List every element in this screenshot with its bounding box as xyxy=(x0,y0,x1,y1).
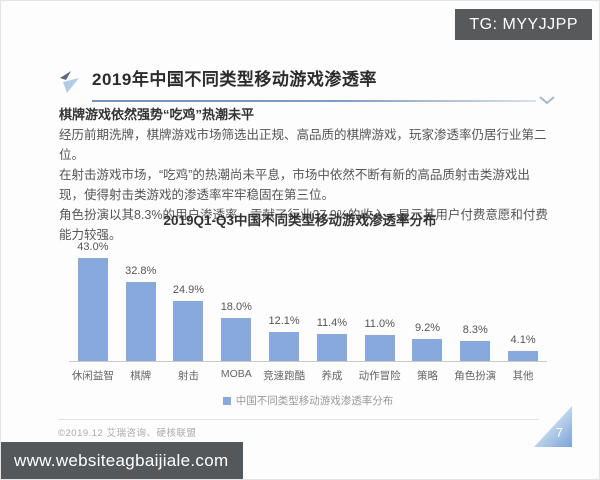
bar xyxy=(460,341,491,361)
bar-slot: 43.0% xyxy=(69,241,117,361)
chart-title: 2019Q1-Q3中国不同类型移动游戏渗透率分布 xyxy=(163,213,437,228)
x-axis-label: 动作冒险 xyxy=(358,370,401,382)
chevron-down-icon xyxy=(539,96,555,105)
bar xyxy=(173,301,204,361)
x-axis-label: 棋牌 xyxy=(130,370,152,382)
x-axis-line xyxy=(69,361,547,362)
bar-slot: 18.0% xyxy=(212,301,260,361)
x-axis-labels: 休闲益智 棋牌 射击 MOBA 竞速跑酷 养成 动作冒险 策略 角色扮演 其他 xyxy=(69,368,547,383)
page-number-triangle: 7 xyxy=(534,406,572,447)
page-header: 2019年中国不同类型移动游戏渗透率 xyxy=(57,65,555,105)
bar-value-label: 11.4% xyxy=(316,316,348,329)
website-watermark-bar: www.websiteagbaijiale.com xyxy=(1,442,243,479)
bar-slot: 9.2% xyxy=(404,322,452,361)
bar xyxy=(316,333,347,361)
bar-plot: 43.0% 32.8% 24.9% 18.0% 12.1% 11.4% 11.0% 9.2% 8… xyxy=(69,235,547,361)
x-axis-label: 休闲益智 xyxy=(71,370,114,382)
x-axis-label: 其他 xyxy=(512,370,534,382)
summary-paragraph: 角色扮演以其8.3%的用户渗透率，贡献了行业37.9%的收入，显示其用户付费意愿… xyxy=(59,208,548,242)
bar xyxy=(412,338,443,361)
bar-value-label: 32.8% xyxy=(125,265,157,278)
bar-slot: 11.0% xyxy=(356,318,404,361)
bar xyxy=(125,282,156,361)
bar-chart: 43.0% 32.8% 24.9% 18.0% 12.1% 11.4% 11.0% 9.2% 8… xyxy=(69,235,547,408)
footer-divider xyxy=(58,419,539,420)
bar-slot: 32.8% xyxy=(117,265,165,361)
x-axis-label: 策略 xyxy=(416,370,438,382)
summary-paragraphs: 经历前期洗牌，棋牌游戏市场筛选出正规、高品质的棋牌游戏，玩家渗透率仍居行业第二位… xyxy=(59,125,553,245)
bar-slot: 24.9% xyxy=(165,284,213,361)
bar-slot: 12.1% xyxy=(260,315,308,361)
x-axis-label: 射击 xyxy=(177,370,199,382)
x-axis-label: 角色扮演 xyxy=(454,370,497,382)
legend-label: 中国不同类型移动游戏渗透率分布 xyxy=(235,395,394,407)
bar-slot: 11.4% xyxy=(308,317,356,361)
bar-value-label: 4.1% xyxy=(510,334,536,347)
bar xyxy=(221,317,252,361)
chart-legend: 中国不同类型移动游戏渗透率分布 xyxy=(69,393,547,408)
bar-value-label: 12.1% xyxy=(268,315,300,328)
x-axis-label: MOBA xyxy=(220,368,252,380)
bar xyxy=(77,258,108,361)
x-axis-label: 竞速跑酷 xyxy=(263,370,306,382)
bar-slot: 8.3% xyxy=(451,324,499,361)
summary-paragraph: 在射击游戏市场，“吃鸡”的热潮尚未平息，市场中依然不断有新的高品质射击类游戏出现… xyxy=(59,168,530,202)
source-note: ©2019.12 艾瑞咨询、硬核联盟 xyxy=(58,428,197,439)
bar xyxy=(364,334,395,361)
bar-slot: 4.1% xyxy=(499,334,547,361)
bar-value-label: 8.3% xyxy=(462,324,488,337)
summary-paragraph: 经历前期洗牌，棋牌游戏市场筛选出正规、高品质的棋牌游戏，玩家渗透率仍居行业第二位… xyxy=(59,128,547,162)
bar-value-label: 11.0% xyxy=(364,317,395,330)
bar-value-label: 18.0% xyxy=(220,300,252,313)
page-title: 2019年中国不同类型移动游戏渗透率 xyxy=(92,70,377,89)
bar xyxy=(508,351,539,361)
bar-value-label: 43.0% xyxy=(77,241,109,253)
bar xyxy=(269,332,300,361)
title-decoration-icon xyxy=(60,71,79,93)
title-underline xyxy=(92,96,555,105)
legend-marker-square xyxy=(222,397,231,405)
telegram-watermark-badge: TG: MYYJJPP xyxy=(455,9,592,40)
website-url: www.websiteagbaijiale.com xyxy=(14,450,229,470)
bar-value-label: 9.2% xyxy=(414,321,441,334)
page-number: 7 xyxy=(555,425,563,440)
summary-heading: 棋牌游戏依然强势“吃鸡”热潮未平 xyxy=(59,107,255,122)
x-axis-label: 养成 xyxy=(321,370,343,382)
bar-value-label: 24.9% xyxy=(172,284,205,297)
